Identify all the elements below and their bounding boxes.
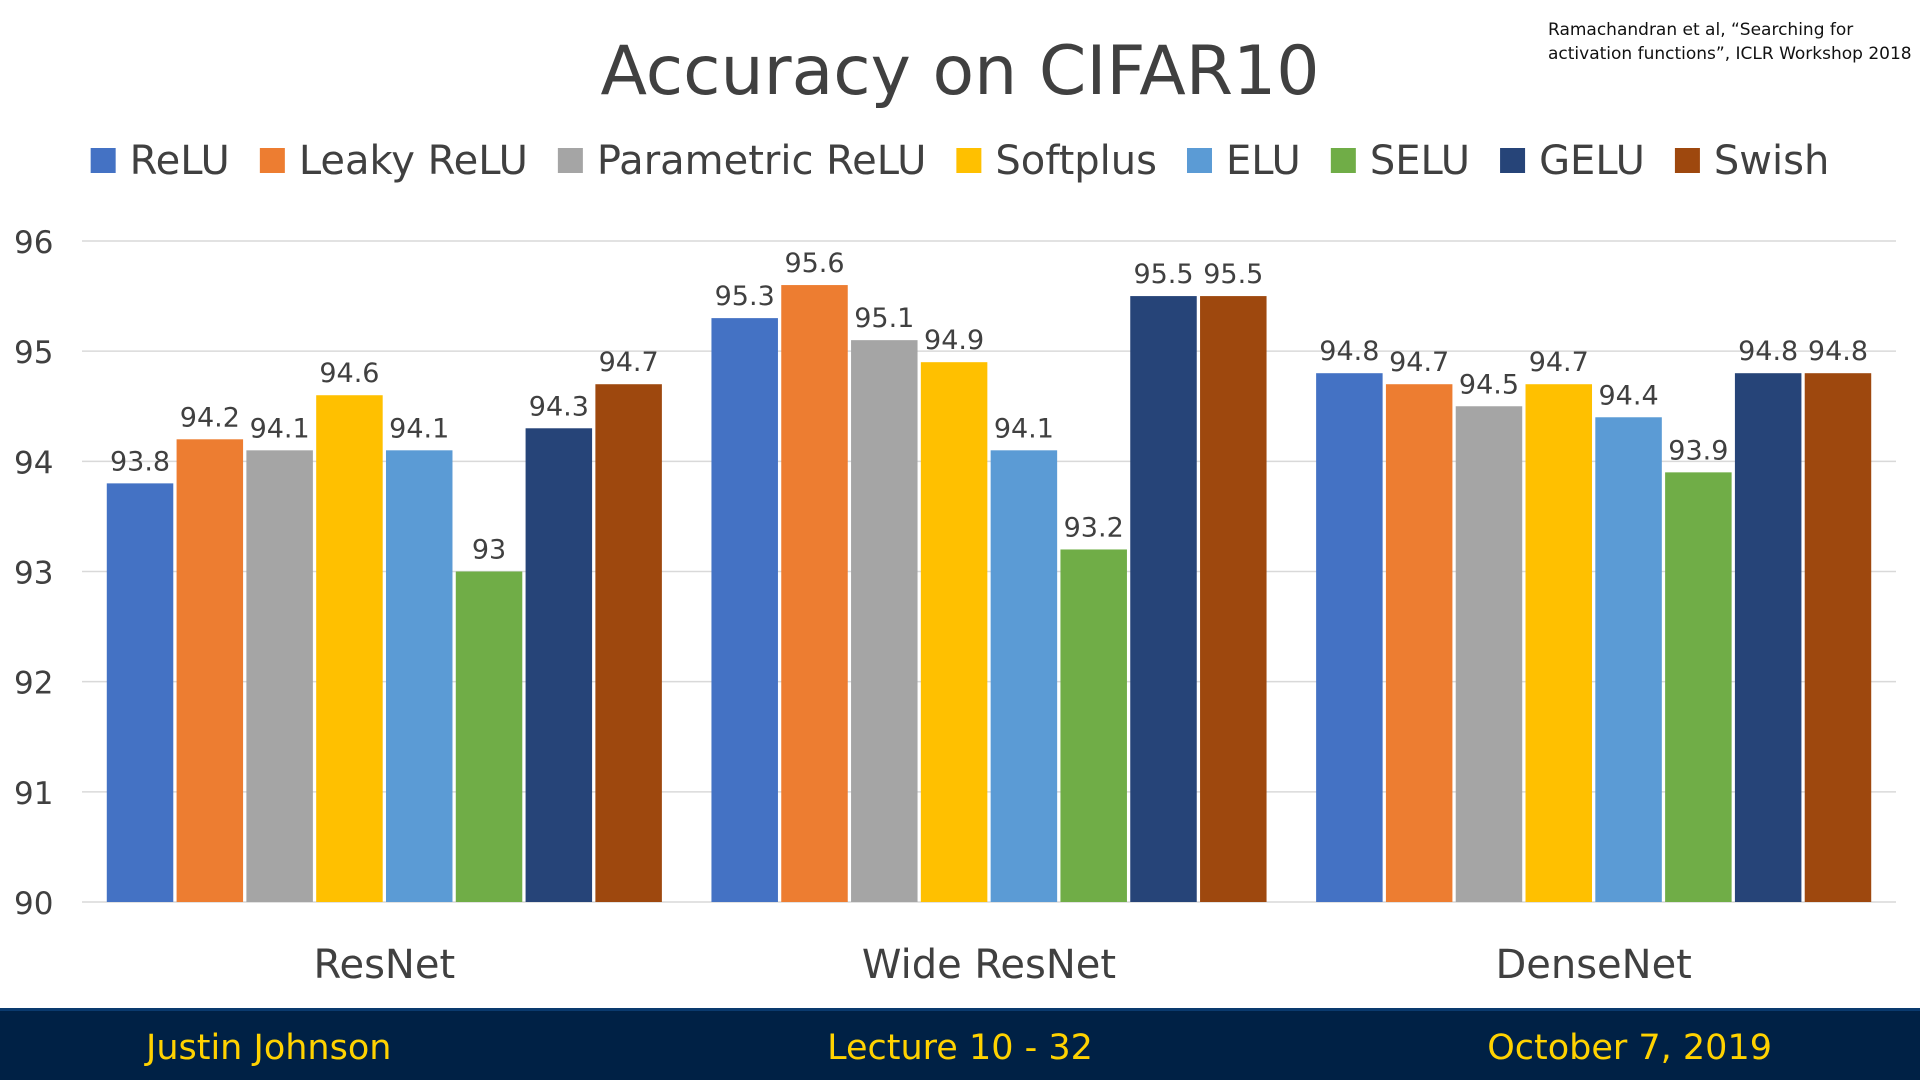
data-label: 94.6 xyxy=(319,358,379,389)
data-label: 94.1 xyxy=(389,413,449,444)
y-tick-label: 91 xyxy=(14,776,53,812)
x-axis: ResNet Wide ResNet DenseNet xyxy=(313,942,1691,988)
legend-label: ELU xyxy=(1226,138,1301,184)
data-label: 95.6 xyxy=(784,248,844,279)
bar-wide-resnet-relu xyxy=(711,318,778,902)
legend-swatch xyxy=(259,148,285,173)
legend-label: SELU xyxy=(1370,138,1470,184)
gridlines xyxy=(82,240,1896,903)
bar-densenet-softplus xyxy=(1525,384,1593,902)
data-label: 94.8 xyxy=(1319,336,1379,367)
bar-resnet-leaky-relu xyxy=(176,439,244,902)
citation-line-2: activation functions”, ICLR Workshop 201… xyxy=(1548,44,1912,64)
legend-swatch xyxy=(90,148,116,173)
legend-item-relu: ReLU xyxy=(90,138,230,184)
data-label: 95.5 xyxy=(1203,259,1263,290)
bar-resnet-selu xyxy=(455,571,523,902)
y-tick-label: 92 xyxy=(14,666,53,702)
bar-resnet-swish xyxy=(595,384,662,902)
legend-item-gelu: GELU xyxy=(1500,138,1645,184)
bar-densenet-relu xyxy=(1316,373,1383,902)
bar-densenet-elu xyxy=(1595,417,1662,902)
citation-line-1: Ramachandran et al, “Searching for xyxy=(1548,20,1854,40)
legend-item-selu: SELU xyxy=(1330,138,1470,184)
footer-author: Justin Johnson xyxy=(146,1028,392,1068)
data-label: 94.7 xyxy=(1529,347,1589,378)
data-label: 94.8 xyxy=(1808,336,1868,367)
y-tick-label: 90 xyxy=(14,886,53,922)
data-label: 94.1 xyxy=(994,413,1054,444)
y-tick-label: 95 xyxy=(14,335,53,371)
bar-chart: Accuracy on CIFAR10 ReLU Leaky ReLU Parame… xyxy=(14,32,1896,988)
legend-swatch xyxy=(956,148,982,173)
legend-item-leaky-relu: Leaky ReLU xyxy=(259,138,528,184)
bar-wide-resnet-softplus xyxy=(920,362,988,902)
legend-label: ReLU xyxy=(130,138,230,184)
y-tick-label: 93 xyxy=(14,556,53,592)
bars xyxy=(106,285,1872,903)
data-label: 94.8 xyxy=(1738,336,1798,367)
legend-swatch xyxy=(1674,148,1700,173)
data-label: 94.4 xyxy=(1599,380,1659,411)
legend-swatch xyxy=(557,148,583,173)
legend-label: Swish xyxy=(1714,138,1829,184)
y-tick-label: 94 xyxy=(14,445,53,481)
bar-wide-resnet-parametric-relu xyxy=(851,340,918,902)
y-axis: 90 91 92 93 94 95 96 xyxy=(14,225,53,922)
data-label: 95.5 xyxy=(1133,259,1193,290)
legend-swatch xyxy=(1330,148,1356,173)
legend-item-parametric-relu: Parametric ReLU xyxy=(557,138,927,184)
bar-densenet-parametric-relu xyxy=(1455,406,1523,902)
data-label: 93.2 xyxy=(1064,512,1124,543)
data-label: 94.7 xyxy=(599,347,659,378)
data-label: 93.8 xyxy=(110,446,170,477)
x-category-label: ResNet xyxy=(313,942,455,988)
bar-resnet-gelu xyxy=(525,428,593,902)
bar-resnet-softplus xyxy=(316,395,383,902)
bar-resnet-parametric-relu xyxy=(246,450,313,902)
data-label: 94.1 xyxy=(250,413,310,444)
bar-wide-resnet-gelu xyxy=(1130,296,1197,902)
bar-resnet-relu xyxy=(106,483,174,902)
data-labels: 93.8 94.2 94.1 94.6 94.1 93 94.3 94.7 95.3 95.6 95… xyxy=(110,248,1868,565)
data-label: 93.9 xyxy=(1668,435,1728,466)
bar-densenet-swish xyxy=(1804,373,1872,902)
footer-date: October 7, 2019 xyxy=(1487,1028,1772,1068)
legend-label: Leaky ReLU xyxy=(299,138,528,184)
bar-resnet-elu xyxy=(385,450,453,902)
x-category-label: Wide ResNet xyxy=(862,942,1116,988)
legend-label: GELU xyxy=(1539,138,1645,184)
data-label: 94.9 xyxy=(924,325,984,356)
bar-densenet-leaky-relu xyxy=(1385,384,1453,902)
citation: Ramachandran et al, “Searching for activ… xyxy=(1548,18,1912,66)
chart-legend: ReLU Leaky ReLU Parametric ReLU Softplus ELU… xyxy=(90,138,1829,184)
bar-wide-resnet-leaky-relu xyxy=(781,285,848,903)
legend-item-elu: ELU xyxy=(1186,138,1301,184)
footer-lecture: Lecture 10 - 32 xyxy=(827,1028,1093,1068)
data-label: 94.7 xyxy=(1389,347,1449,378)
data-label: 95.3 xyxy=(715,281,775,312)
legend-swatch xyxy=(1186,148,1212,173)
bar-wide-resnet-elu xyxy=(990,450,1058,902)
data-label: 94.5 xyxy=(1459,369,1519,400)
data-label: 94.3 xyxy=(529,391,589,422)
data-label: 93 xyxy=(472,535,506,566)
footer-bar: Justin Johnson Lecture 10 - 32 October 7… xyxy=(0,1008,1920,1080)
bar-wide-resnet-swish xyxy=(1200,296,1267,902)
legend-label: Parametric ReLU xyxy=(597,138,927,184)
y-tick-label: 96 xyxy=(14,225,53,261)
bar-densenet-selu xyxy=(1665,472,1732,902)
legend-item-swish: Swish xyxy=(1674,138,1829,184)
legend-label: Softplus xyxy=(995,138,1157,184)
data-label: 94.2 xyxy=(180,402,240,433)
bar-wide-resnet-selu xyxy=(1060,549,1127,902)
x-category-label: DenseNet xyxy=(1495,942,1691,988)
data-label: 95.1 xyxy=(854,303,914,334)
bar-densenet-gelu xyxy=(1734,373,1802,902)
legend-swatch xyxy=(1500,148,1526,173)
chart-title: Accuracy on CIFAR10 xyxy=(600,32,1319,111)
legend-item-softplus: Softplus xyxy=(956,138,1157,184)
